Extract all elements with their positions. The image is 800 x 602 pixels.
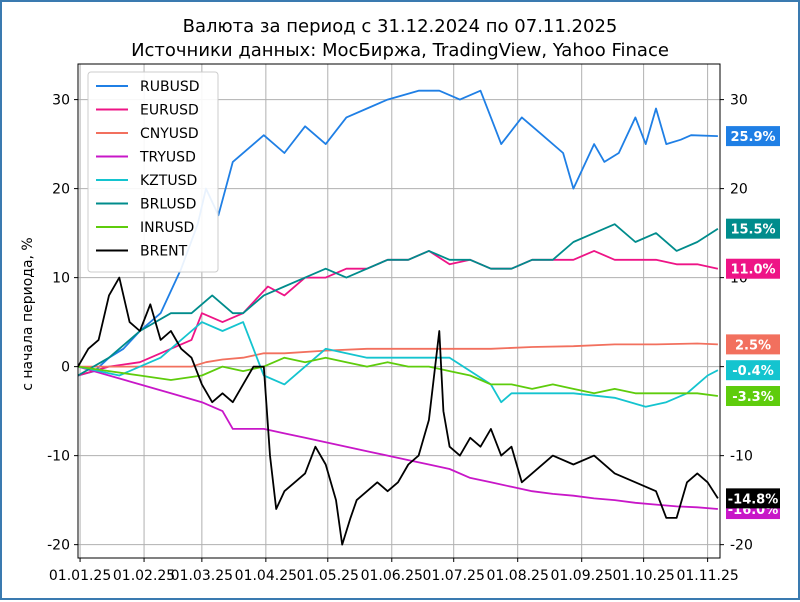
end-label-brent: -14.8% xyxy=(728,492,779,507)
legend-label-inrusd: INRUSD xyxy=(140,220,194,236)
legend-label-cnyusd: CNYUSD xyxy=(140,126,199,142)
series-line-brent xyxy=(77,276,719,546)
end-label-box-cnyusd xyxy=(726,334,780,355)
y-tick-label-left: 0 xyxy=(61,360,70,376)
legend: RUBUSD EURUSD CNYUSD TRYUSD KZTUSD BRLUSD INRU… xyxy=(87,71,219,273)
x-tick-label: 01.01.25 xyxy=(49,568,111,584)
legend-label-tryusd: TRYUSD xyxy=(139,150,196,166)
legend-label-brlusd: BRLUSD xyxy=(140,197,196,213)
series-line-brlusd xyxy=(77,223,719,377)
end-label-eurusd: 11.0% xyxy=(730,263,775,278)
end-label-kztusd: -0.4% xyxy=(732,364,773,379)
x-tick-label: 01.09.25 xyxy=(551,568,613,584)
chart-subtitle: Источники данных: МосБиржа, TradingView,… xyxy=(131,40,669,61)
x-tick-label: 01.06.25 xyxy=(361,568,423,584)
legend-label-kztusd: KZTUSD xyxy=(140,173,197,189)
y-tick-label-right: 20 xyxy=(730,182,748,198)
end-label-inrusd: -3.3% xyxy=(732,390,773,405)
end-label-box-kztusd xyxy=(726,360,780,381)
x-tick-label: 01.03.25 xyxy=(171,568,233,584)
x-tick-label: 01.08.25 xyxy=(487,568,549,584)
plot-border xyxy=(77,63,721,559)
legend-box xyxy=(87,71,219,273)
y-tick-label-left: 10 xyxy=(52,271,70,287)
y-tick-label-left: 30 xyxy=(52,93,70,109)
y-tick-label-left: -10 xyxy=(47,449,70,465)
x-tick-label: 01.07.25 xyxy=(423,568,485,584)
end-label-box-inrusd xyxy=(726,386,780,407)
end-label-box-brent xyxy=(726,488,780,509)
legend-label-eurusd: EURUSD xyxy=(140,103,199,119)
end-label-brlusd: 15.5% xyxy=(730,223,775,238)
end-label-box-brlusd xyxy=(726,218,780,239)
series-line-tryusd xyxy=(77,365,718,510)
series-line-kztusd xyxy=(77,321,719,408)
series-line-inrusd xyxy=(77,356,719,397)
y-tick-label-left: -20 xyxy=(47,538,70,554)
x-tick-label: 01.02.25 xyxy=(113,568,175,584)
y-axis-label: с начала периода, % xyxy=(20,237,36,391)
axis-ticks: -20-20-10-100010102020303001.01.2501.02.… xyxy=(47,93,753,584)
y-tick-label-right: 30 xyxy=(730,93,748,109)
y-tick-label-right: -10 xyxy=(730,449,753,465)
series-lines xyxy=(77,89,719,546)
x-tick-label: 01.10.25 xyxy=(612,568,674,584)
end-label-cnyusd: 2.5% xyxy=(735,338,771,353)
x-tick-label: 01.05.25 xyxy=(297,568,359,584)
x-tick-label: 01.04.25 xyxy=(235,568,297,584)
x-tick-label: 01.11.25 xyxy=(676,568,738,584)
end-label-box-rubusd xyxy=(726,126,780,147)
y-tick-label-right: -20 xyxy=(730,538,753,554)
chart-title: Валюта за период с 31.12.2024 по 07.11.2… xyxy=(183,16,618,37)
end-value-labels: 25.9%11.0%2.5%-16.0%-0.4%15.5%-3.3%-14.8… xyxy=(726,126,780,520)
end-label-rubusd: 25.9% xyxy=(730,130,775,145)
legend-label-rubusd: RUBUSD xyxy=(140,79,200,95)
y-tick-label-left: 20 xyxy=(52,182,70,198)
legend-label-brent: BRENT xyxy=(140,244,188,260)
end-label-box-eurusd xyxy=(726,258,780,279)
